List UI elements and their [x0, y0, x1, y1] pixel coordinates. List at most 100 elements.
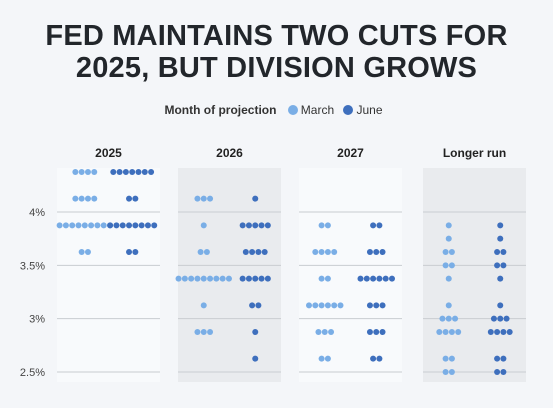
dot-june [500, 355, 507, 362]
dot-march [75, 222, 82, 229]
dot-june [379, 302, 386, 309]
dot-june [389, 275, 395, 282]
dot-june [110, 169, 117, 175]
dot-june [379, 249, 386, 255]
dot-june [363, 275, 370, 282]
dot-june [376, 275, 383, 282]
dot-march [448, 355, 455, 362]
dot-june [119, 222, 126, 229]
dot-march [331, 302, 338, 309]
dot-june [252, 275, 259, 282]
dot-march [81, 222, 88, 229]
panel-bg-3 [423, 168, 526, 382]
dot-june [494, 262, 501, 269]
dot-march [100, 222, 107, 229]
dot-june [242, 249, 249, 255]
panel-title: 2027 [337, 146, 364, 160]
dot-march [448, 249, 455, 255]
dot-march [324, 275, 331, 282]
dot-june [255, 249, 262, 255]
dot-june [126, 195, 133, 202]
dot-march [88, 222, 95, 229]
gridlines [57, 211, 526, 373]
dot-june [500, 249, 507, 255]
dot-march [91, 169, 98, 175]
dot-march [448, 369, 455, 375]
dot-june [264, 222, 271, 229]
dot-june [373, 302, 380, 309]
dot-june [107, 222, 114, 229]
legend: Month of projection March June [0, 103, 553, 117]
dot-june [500, 329, 507, 335]
dot-june [497, 235, 504, 242]
dot-march [337, 302, 344, 309]
dot-march [442, 355, 449, 362]
dot-march [78, 249, 85, 255]
chart-title-line-1: FED MAINTAINS TWO CUTS FOR [45, 20, 508, 52]
dot-june [357, 275, 364, 282]
dot-march [445, 315, 452, 322]
dot-june [370, 222, 377, 229]
dot-june [116, 169, 123, 175]
dot-march [207, 329, 214, 335]
dot-march [324, 222, 331, 229]
dot-march [197, 249, 204, 255]
dot-june [376, 355, 383, 362]
dot-march [442, 369, 449, 375]
dot-june [366, 302, 373, 309]
dot-march [84, 249, 91, 255]
legend-swatch-june [343, 105, 354, 115]
dot-june [366, 249, 373, 255]
dot-march [315, 329, 322, 335]
panel-bg-2 [299, 168, 402, 382]
dot-march [306, 302, 312, 309]
dot-june [252, 355, 259, 362]
dot-march [318, 275, 325, 282]
dot-june [370, 355, 377, 362]
dot-march [200, 222, 207, 229]
dot-march [56, 222, 63, 229]
dot-march [72, 195, 79, 202]
dot-march [442, 249, 449, 255]
chart-title-line-2: 2025, BUT DIVISION GROWS [75, 52, 478, 84]
dot-march [445, 222, 452, 229]
dot-june [138, 222, 145, 229]
dot-march [328, 329, 335, 335]
dot-june [382, 275, 389, 282]
dots [56, 169, 513, 375]
panel-title: 2026 [216, 146, 243, 160]
dot-march [324, 302, 331, 309]
dot-march [84, 195, 91, 202]
dot-june [500, 369, 507, 375]
panel-title: 2025 [95, 146, 122, 160]
dot-march [318, 222, 325, 229]
panel-titles: 2025 2026 2027 Longer run [95, 146, 506, 160]
dot-june [252, 329, 259, 335]
dot-march [72, 169, 79, 175]
dot-march [200, 329, 207, 335]
dot-march [194, 275, 201, 282]
dot-june [122, 169, 129, 175]
dot-june [129, 169, 136, 175]
dot-june [249, 302, 256, 309]
dot-june [135, 169, 142, 175]
dot-june [245, 222, 252, 229]
dot-june [239, 275, 246, 282]
dot-june [503, 315, 510, 322]
dot-march [194, 329, 201, 335]
dot-march [219, 275, 226, 282]
legend-label-march: March [300, 103, 335, 117]
dot-june [255, 302, 262, 309]
dot-march [200, 275, 207, 282]
dot-march [78, 195, 85, 202]
dot-june [500, 262, 507, 269]
dot-march [200, 195, 207, 202]
y-tick-label: 3% [29, 314, 45, 326]
dot-march [448, 329, 455, 335]
dot-march [312, 249, 319, 255]
panel-bg-0 [57, 168, 160, 382]
dot-march [321, 329, 328, 335]
dot-march [203, 249, 210, 255]
legend-label-june: June [356, 103, 383, 117]
dot-march [188, 275, 195, 282]
